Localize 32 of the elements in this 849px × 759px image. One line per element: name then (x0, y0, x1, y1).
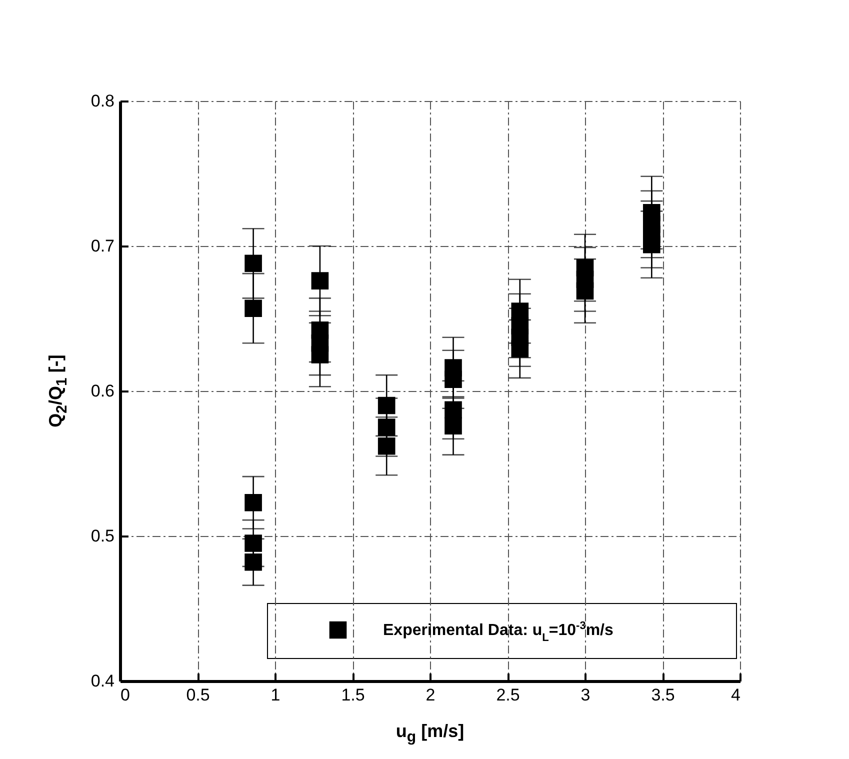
x-tick-label: 1.5 (341, 686, 365, 704)
point (444, 401, 462, 419)
x-tick-label: 2 (426, 686, 436, 704)
point (576, 282, 594, 300)
x-tick-label: 4 (731, 686, 740, 704)
y-tick-label: 0.8 (90, 92, 114, 110)
point (311, 346, 329, 364)
point (378, 418, 396, 436)
y-tick-label: 0.7 (90, 236, 114, 256)
point (244, 494, 262, 512)
x-tick-label: 1 (270, 686, 280, 704)
point (642, 236, 660, 254)
point (244, 553, 262, 571)
x-tick-label: 3.5 (651, 686, 675, 704)
x-tick-label: 0.5 (186, 686, 210, 704)
point (444, 370, 462, 388)
x-tick-label: 0 (120, 686, 130, 704)
legend-label: Experimental Data: u$_{L}$=10$^{-3}$m/s (383, 620, 614, 644)
x-tick-label: 2.5 (496, 686, 520, 704)
point (244, 254, 262, 272)
point (244, 300, 262, 318)
point (244, 534, 262, 552)
point (444, 417, 462, 434)
point (511, 340, 529, 358)
point (378, 437, 396, 455)
y-tick-label: 0.5 (90, 526, 114, 546)
y-tick-label: 0.6 (90, 382, 114, 400)
x-axis-title: u$_{g}$ [m/s] (396, 721, 464, 746)
point (311, 272, 329, 290)
point (378, 396, 396, 414)
y-tick-label: 0.4 (90, 672, 114, 690)
x-tick-label: 3 (580, 686, 590, 704)
